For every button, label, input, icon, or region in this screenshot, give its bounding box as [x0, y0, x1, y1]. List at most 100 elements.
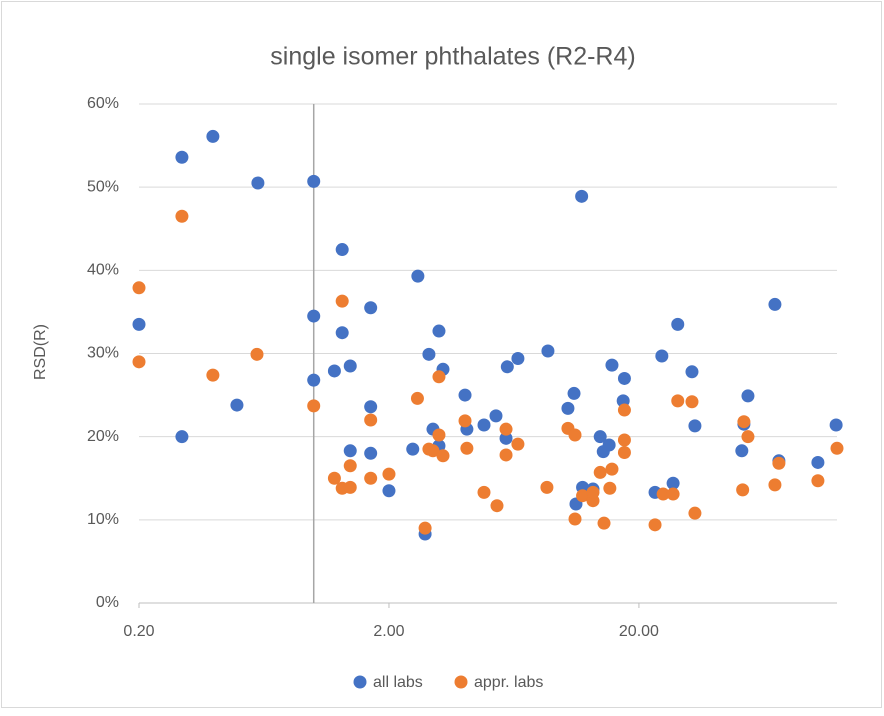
scatter-point [541, 344, 555, 358]
scatter-point [364, 413, 378, 427]
scatter-point [741, 430, 755, 444]
scatter-point [364, 301, 378, 315]
scatter-point [327, 471, 341, 485]
legend-label: appr. labs [474, 674, 543, 691]
chart-title: single isomer phthalates (R2-R4) [270, 43, 635, 71]
scatter-point [500, 360, 514, 374]
scatter-point [617, 403, 631, 417]
scatter-point [132, 355, 146, 369]
x-tick-label: 0.20 [123, 623, 154, 640]
scatter-point [648, 518, 662, 532]
scatter-point [206, 129, 220, 143]
scatter-point [307, 174, 321, 188]
scatter-point [511, 351, 525, 365]
scatter-point [251, 176, 265, 190]
x-tick-label: 20.00 [619, 623, 659, 640]
scatter-point [586, 485, 600, 499]
scatter-point [666, 476, 680, 490]
scatter-point [576, 489, 590, 503]
legend-marker [353, 675, 367, 689]
scatter-point [250, 347, 264, 361]
scatter-point [364, 400, 378, 414]
scatter-point [307, 309, 321, 323]
scatter-point [511, 437, 525, 451]
scatter-point [593, 465, 607, 479]
x-tick-label: 2.00 [373, 623, 404, 640]
scatter-point [490, 499, 504, 513]
scatter-point [688, 506, 702, 520]
scatter-point [603, 481, 617, 495]
scatter-point [343, 444, 357, 458]
scatter-point [426, 444, 440, 458]
scatter-point [364, 471, 378, 485]
scatter-point [382, 467, 396, 481]
scatter-point [830, 441, 844, 455]
scatter-point [418, 521, 432, 535]
scatter-point [605, 462, 619, 476]
scatter-point [768, 478, 782, 492]
scatter-point [499, 431, 513, 445]
scatter-point [741, 389, 755, 403]
scatter-point [343, 459, 357, 473]
scatter-point [772, 456, 786, 470]
scatter-point [436, 449, 450, 463]
y-tick-label: 10% [87, 511, 119, 528]
scatter-point [685, 365, 699, 379]
scatter-point [411, 269, 425, 283]
scatter-point [477, 418, 491, 432]
scatter-point [343, 359, 357, 373]
y-axis-label: RSD(R) [32, 324, 49, 380]
scatter-point [382, 484, 396, 498]
scatter-point [568, 428, 582, 442]
scatter-point [206, 368, 220, 382]
scatter-point [422, 347, 436, 361]
scatter-point [597, 516, 611, 530]
scatter-point [688, 419, 702, 433]
scatter-point [671, 317, 685, 331]
scatter-point [499, 448, 513, 462]
scatter-point [460, 441, 474, 455]
y-tick-label: 30% [87, 345, 119, 362]
scatter-point [656, 487, 670, 501]
scatter-point [432, 428, 446, 442]
scatter-point [605, 358, 619, 372]
scatter-point [811, 455, 825, 469]
y-tick-label: 40% [87, 262, 119, 279]
scatter-point [617, 371, 631, 385]
scatter-point [410, 391, 424, 405]
scatter-point [458, 414, 472, 428]
scatter-point [364, 446, 378, 460]
y-tick-label: 60% [87, 95, 119, 112]
scatter-point [617, 445, 631, 459]
scatter-point [335, 326, 349, 340]
scatter-point [666, 487, 680, 501]
scatter-point [685, 395, 699, 409]
y-tick-label: 20% [87, 428, 119, 445]
scatter-point [175, 150, 189, 164]
scatter-point [593, 430, 607, 444]
scatter-point [432, 324, 446, 338]
scatter-point [132, 281, 146, 295]
scatter-point [335, 294, 349, 308]
scatter-point [343, 480, 357, 494]
scatter-point [175, 209, 189, 223]
scatter-point [575, 189, 589, 203]
scatter-point [432, 370, 446, 384]
scatter-point [671, 394, 685, 408]
scatter-point [230, 398, 244, 412]
scatter-point [489, 409, 503, 423]
scatter-point [768, 297, 782, 311]
legend-label: all labs [373, 674, 423, 691]
scatter-point [736, 483, 750, 497]
scatter-point [602, 438, 616, 452]
scatter-point [540, 480, 554, 494]
scatter-point [561, 401, 575, 415]
y-tick-label: 50% [87, 178, 119, 195]
scatter-point [458, 388, 472, 402]
scatter-point [811, 474, 825, 488]
scatter-point [655, 349, 669, 363]
scatter-point [499, 422, 513, 436]
scatter-point [477, 485, 491, 499]
